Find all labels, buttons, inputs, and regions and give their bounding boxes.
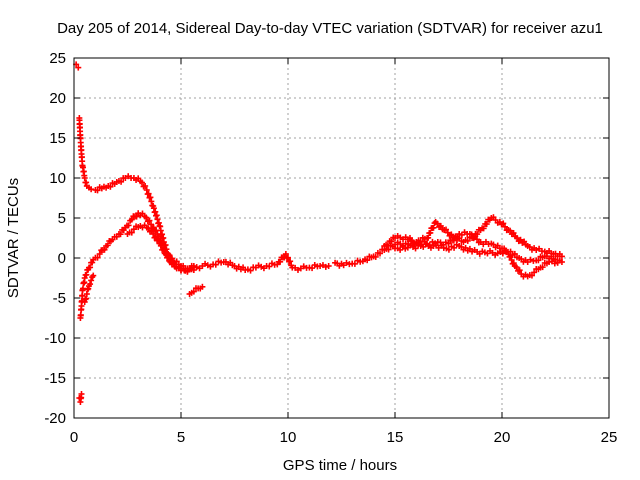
data-point	[81, 175, 90, 186]
data-point	[381, 234, 397, 249]
data-point	[85, 259, 96, 271]
data-point	[77, 306, 85, 321]
data-point	[494, 247, 511, 257]
data-point	[137, 178, 149, 190]
data-point	[199, 283, 206, 290]
data-point	[445, 233, 461, 247]
y-tick-label: 10	[49, 170, 66, 187]
x-tick-label: 10	[280, 429, 297, 446]
data-point	[143, 224, 155, 235]
data-point	[150, 231, 162, 244]
data-point	[124, 229, 135, 237]
y-tick-label: -10	[44, 330, 66, 347]
data-point	[85, 281, 94, 289]
x-tick-label: 5	[177, 429, 185, 446]
data-point	[90, 272, 97, 279]
data-point	[135, 210, 146, 219]
series-midday-segment	[186, 283, 206, 297]
series-low-segment	[124, 222, 197, 273]
x-tick-label: 0	[70, 429, 78, 446]
data-point	[105, 180, 118, 190]
series-early-rise	[81, 272, 97, 305]
y-tick-label: 20	[49, 90, 66, 107]
data-point	[392, 244, 409, 253]
data-point	[141, 213, 153, 225]
data-point	[92, 184, 103, 194]
data-point	[558, 259, 565, 265]
data-point	[443, 241, 460, 253]
data-point	[79, 279, 88, 293]
y-tick-label: -15	[44, 370, 66, 387]
x-tick-label: 15	[387, 429, 404, 446]
data-point	[282, 251, 295, 269]
data-point	[81, 295, 90, 305]
series-afternoon-track-c	[392, 241, 565, 266]
chart-title: Day 205 of 2014, Sidereal Day-to-day VTE…	[57, 20, 603, 37]
data-point	[558, 253, 565, 260]
data-point	[524, 272, 535, 280]
plot-frame	[73, 57, 610, 419]
data-point	[128, 213, 140, 223]
data-point	[513, 235, 529, 248]
axis-ticks: 0 5 10 15 20 25 -20 -15 -10 -5 0 5 10 15 20 25	[44, 50, 617, 446]
x-axis-label: GPS time / hours	[283, 457, 397, 474]
data-point	[477, 216, 493, 233]
data-point	[488, 214, 501, 226]
y-tick-label: 25	[49, 50, 66, 67]
data-point	[424, 220, 438, 241]
y-tick-label: -5	[53, 290, 66, 307]
series-middle-track	[77, 210, 332, 321]
y-axis-label: SDTVAR / TECUs	[5, 178, 22, 298]
y-tick-label: 5	[58, 210, 66, 227]
data-point	[76, 115, 84, 139]
data-point	[78, 391, 85, 397]
data-point	[505, 251, 517, 267]
data-point	[75, 64, 82, 71]
y-tick-label: 0	[58, 250, 66, 267]
data-points	[73, 61, 565, 405]
data-point	[190, 263, 197, 269]
data-point	[77, 394, 85, 405]
data-point	[90, 254, 101, 263]
data-point	[511, 263, 523, 274]
data-point	[96, 246, 108, 257]
data-point	[537, 260, 550, 271]
x-tick-label: 20	[494, 429, 511, 446]
data-point	[404, 242, 422, 252]
y-tick-label: 15	[49, 130, 66, 147]
data-point	[417, 241, 434, 251]
data-point	[469, 246, 486, 257]
data-point	[505, 227, 519, 240]
x-tick-label: 25	[601, 429, 618, 446]
data-point	[325, 263, 332, 269]
data-point	[456, 243, 473, 254]
y-tick-label: -20	[44, 410, 66, 427]
data-point	[430, 242, 447, 251]
data-point	[317, 262, 329, 270]
